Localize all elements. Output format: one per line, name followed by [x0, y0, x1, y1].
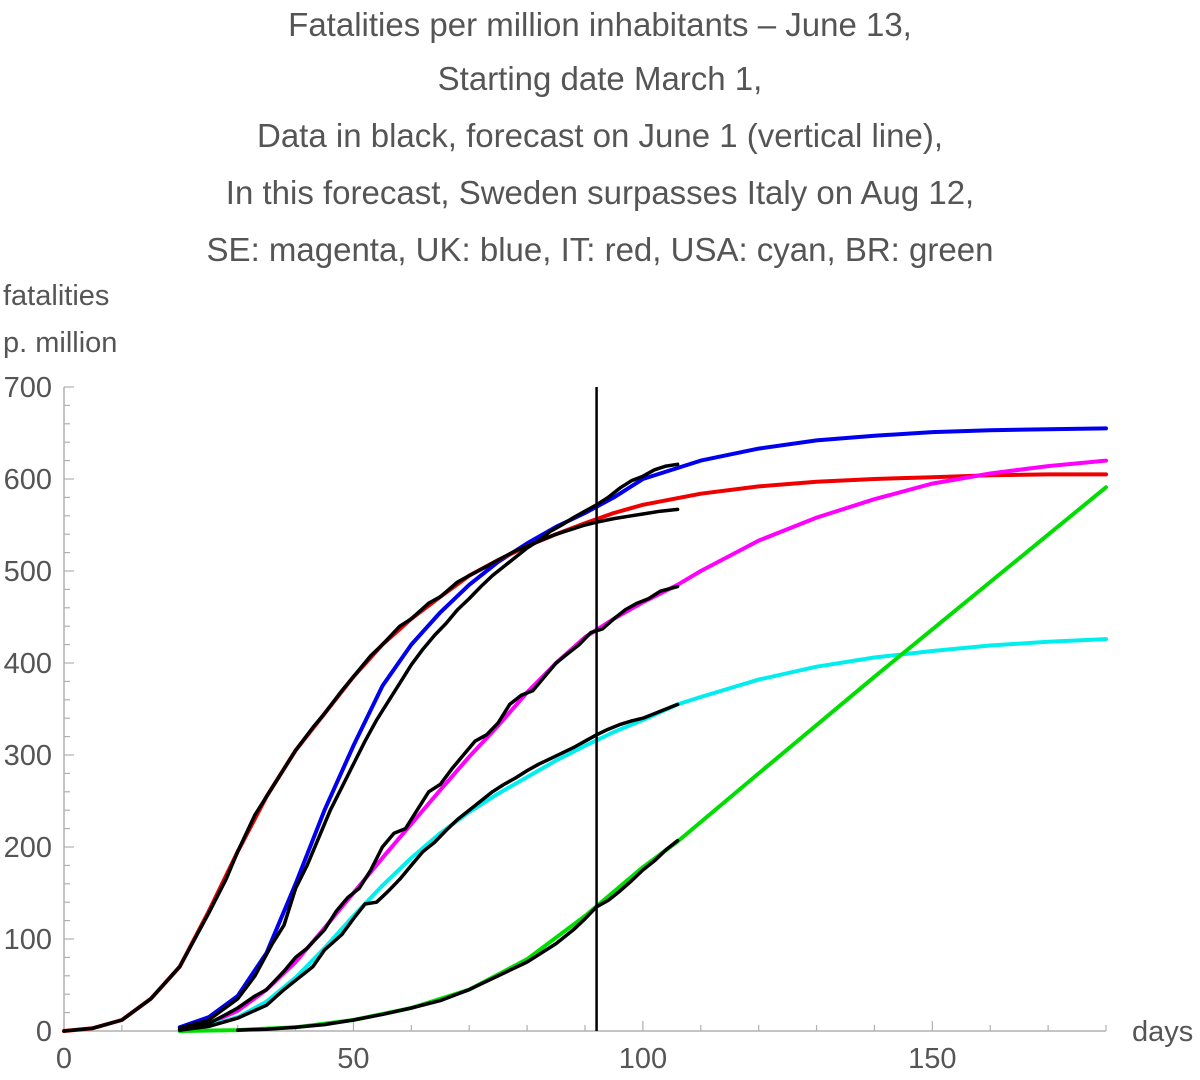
data-line-usa-data [178, 702, 680, 1032]
title-line-5: SE: magenta, UK: blue, IT: red, USA: cya… [206, 231, 994, 268]
title-line-3: Data in black, forecast on June 1 (verti… [257, 117, 943, 154]
y-tick-label: 700 [4, 372, 52, 404]
y-tick-label: 400 [4, 648, 52, 680]
y-tick-label: 600 [4, 464, 52, 496]
data-line-uk-data [178, 462, 680, 1030]
x-tick-label: 50 [337, 1043, 369, 1075]
title-line-1: Fatalities per million inhabitants – Jun… [288, 6, 912, 43]
data-line-se-data [178, 584, 680, 1031]
axes [63, 387, 1106, 1032]
forecast-line-br [177, 485, 1108, 1033]
y-tick-label: 100 [4, 924, 52, 956]
data-line-br-data [235, 838, 680, 1032]
forecast-line-se [177, 458, 1108, 1032]
y-tick-label: 500 [4, 556, 52, 588]
forecast-line-usa [177, 637, 1108, 1033]
forecast-line-it [62, 472, 1108, 1033]
y-tick-label: 200 [4, 832, 52, 864]
x-tick-label: 0 [56, 1043, 72, 1075]
x-tick-label: 100 [619, 1043, 667, 1075]
y-tick-label: 0 [36, 1016, 52, 1048]
title-line-4: In this forecast, Sweden surpasses Italy… [225, 174, 975, 211]
y-axis-label-line-2: p. million [3, 327, 118, 359]
y-axis-label-line-1: fatalities [3, 280, 110, 312]
ticks: 0 50 100 150 0 100 200 300 400 500 600 700 [4, 372, 1107, 1075]
data-line-it-data [62, 507, 680, 1033]
series-layer [62, 426, 1108, 1033]
chart-title: Fatalities per million inhabitants – Jun… [0, 0, 1200, 278]
forecast-line-uk [177, 426, 1108, 1030]
title-line-2: Starting date March 1, [437, 60, 763, 97]
x-tick-label: 150 [908, 1043, 956, 1075]
x-axis-label: days [1132, 1016, 1194, 1048]
y-tick-label: 300 [4, 740, 52, 772]
